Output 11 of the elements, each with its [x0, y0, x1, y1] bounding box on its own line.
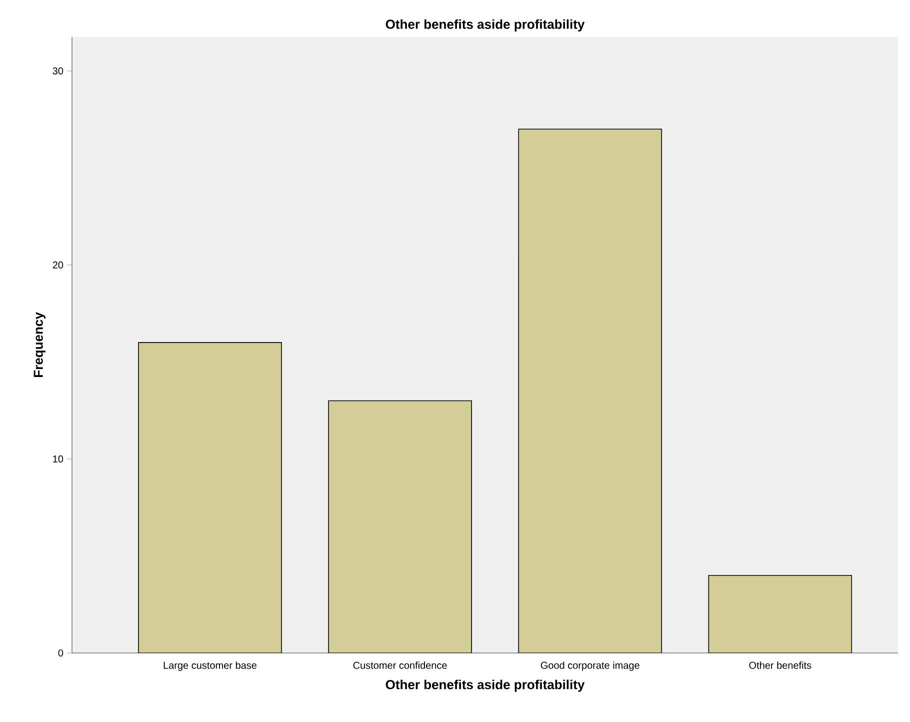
y-tick-label: 0: [58, 649, 64, 657]
y-tick-label: 30: [52, 67, 64, 74]
x-axis-title: Other benefits aside profitability: [386, 680, 585, 692]
y-tick-label: 10: [53, 455, 64, 463]
x-tick-label: Other benefits: [749, 662, 812, 669]
x-tick-label: Customer confidence: [353, 662, 447, 669]
chart-title: Other benefits aside profitability: [386, 19, 585, 32]
x-tick-label: Good corporate image: [540, 662, 640, 671]
x-tick-label: Large customer base: [164, 662, 256, 671]
y-axis-title: Frequency: [34, 312, 46, 377]
y-tick-label: 20: [52, 261, 64, 268]
